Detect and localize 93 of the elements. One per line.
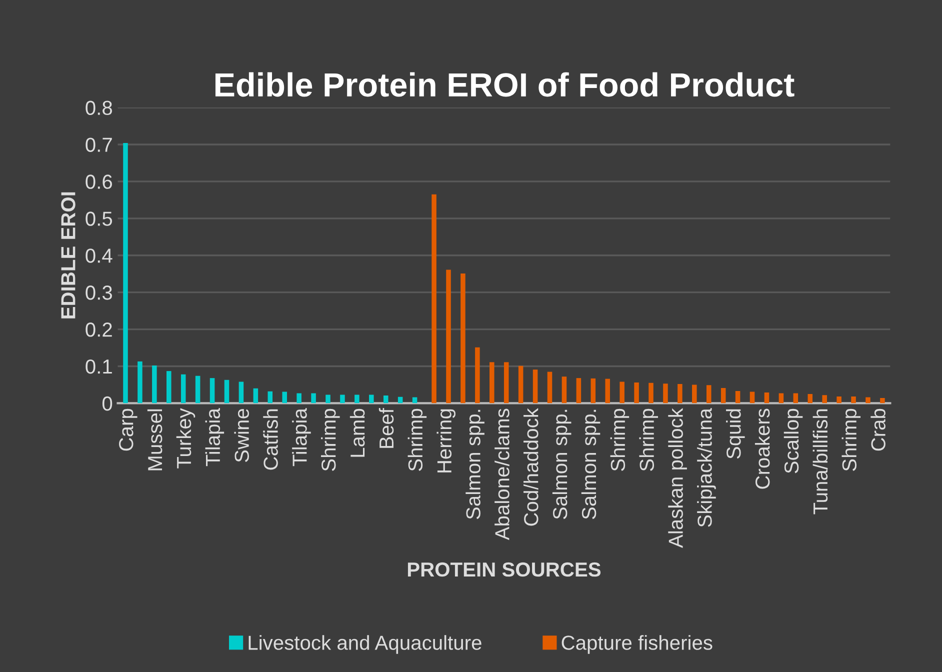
x-tick-label: Tilapia	[292, 408, 311, 466]
x-tick-label: Tuna/billfish	[812, 409, 828, 514]
bar	[166, 371, 172, 404]
x-tick-label: Catfish	[263, 409, 278, 470]
bar	[620, 382, 624, 404]
bar	[253, 388, 258, 404]
y-tick-label: 0.1	[86, 359, 112, 374]
x-tick-label: Cod/haddock	[524, 408, 538, 526]
bar	[634, 382, 639, 404]
bar	[123, 143, 128, 404]
bar	[504, 362, 509, 404]
x-tick-label: Tilapia	[205, 408, 224, 466]
bar	[354, 394, 360, 404]
y-axis-title: EDIBLE EROI	[61, 192, 76, 318]
bar	[340, 394, 345, 404]
bar	[446, 270, 451, 404]
bar	[518, 366, 524, 404]
x-tick-label: Croakers	[754, 408, 770, 489]
y-tick-label: 0.8	[86, 100, 112, 116]
bar	[180, 374, 186, 404]
x-tick-label: Salmon spp.	[552, 410, 572, 520]
x-tick-label: Crab	[870, 408, 886, 451]
x-tick-label: Shrimp	[842, 408, 861, 471]
bar	[851, 396, 856, 404]
x-tick-label: Shrimp	[408, 408, 427, 471]
bar	[576, 378, 582, 404]
bar	[720, 388, 726, 404]
y-tick-label: 0	[102, 396, 112, 411]
x-tick-label: Beef	[378, 408, 394, 448]
bar	[238, 382, 244, 404]
bar	[432, 194, 436, 404]
x-tick-label: Shrimp	[610, 408, 630, 471]
x-tick-label: Scallop	[784, 408, 803, 474]
bar	[282, 392, 287, 404]
bar	[224, 380, 230, 404]
x-tick-label: Shrimp	[321, 408, 340, 471]
x-tick-label: Squid	[726, 409, 745, 459]
x-tick-label: Mussel	[147, 409, 162, 470]
bar	[460, 273, 466, 404]
bar	[138, 361, 142, 404]
bar	[547, 372, 552, 404]
y-tick-label: 0.3	[86, 286, 112, 300]
bar	[152, 366, 157, 404]
bar	[475, 347, 480, 404]
bar	[866, 397, 870, 404]
bar	[735, 391, 740, 404]
x-tick-label: Shrimp	[639, 408, 658, 471]
x-tick-label: Alaskan pollock	[668, 408, 687, 548]
bar	[398, 396, 403, 404]
bar	[562, 376, 567, 404]
bar	[808, 394, 813, 404]
y-tick-label: 0.2	[86, 322, 112, 337]
bar	[778, 393, 784, 404]
x-tick-label: Skipjack/tuna	[697, 408, 716, 527]
bar	[210, 378, 215, 404]
bar	[490, 362, 494, 404]
bar	[836, 396, 842, 404]
bar	[326, 394, 330, 404]
x-axis-title: PROTEIN SOURCES	[408, 562, 601, 577]
bar	[195, 376, 200, 404]
x-tick-label: Lamb	[350, 408, 365, 457]
bar	[383, 395, 388, 404]
bar	[648, 382, 654, 404]
legend-label: Livestock and Aquaculture	[248, 635, 482, 654]
bar	[822, 395, 827, 404]
bar	[605, 378, 610, 404]
y-tick-label: 0.6	[86, 174, 112, 189]
x-tick-label: Herring	[436, 409, 456, 472]
bar	[750, 392, 755, 404]
bar	[532, 370, 538, 404]
bar	[692, 384, 697, 404]
bar	[268, 391, 273, 404]
bar	[678, 384, 682, 404]
bar	[296, 393, 302, 404]
bar	[590, 378, 596, 404]
y-tick-label: 0.7	[86, 138, 112, 152]
x-tick-label: Salmon spp.	[466, 410, 484, 520]
bar	[793, 393, 798, 404]
y-tick-label: 0.4	[86, 248, 112, 263]
bar	[663, 384, 668, 404]
x-tick-label: Swine	[234, 408, 250, 462]
bar	[369, 394, 374, 404]
x-tick-label: Turkey	[176, 408, 196, 468]
chart-title: Edible Protein EROI of Food Product	[215, 72, 794, 97]
bar	[706, 385, 712, 404]
bar	[311, 393, 316, 404]
legend-label: Capture fisheries	[562, 635, 712, 654]
bar	[764, 392, 770, 404]
x-tick-label: Carp	[119, 408, 138, 451]
y-tick-label: 0.5	[86, 212, 112, 226]
x-tick-label: Salmon spp.	[581, 410, 600, 520]
x-tick-label: Abalone/clams	[494, 408, 510, 540]
bar	[880, 398, 885, 404]
